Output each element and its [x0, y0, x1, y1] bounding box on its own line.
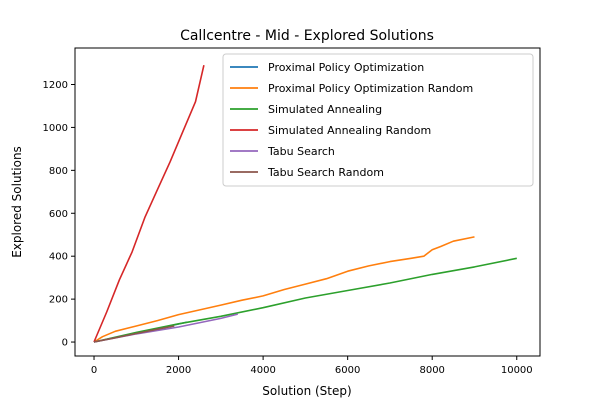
legend-box	[222, 53, 534, 187]
legend: Proximal Policy Optimization Proximal Pol…	[222, 53, 534, 187]
y-tick-label: 0	[62, 338, 68, 349]
y-tick-label: 1000	[43, 123, 68, 134]
y-tick-label: 1200	[43, 80, 68, 91]
plot-area	[93, 65, 517, 343]
legend-label: Simulated Annealing Random	[268, 124, 431, 137]
series-line-2	[93, 236, 475, 343]
series-line-6	[93, 325, 175, 343]
x-tick-label: 0	[91, 365, 97, 376]
x-tick-label: 6000	[335, 365, 360, 376]
series-line-3	[93, 257, 517, 343]
chart-title: Callcentre - Mid - Explored Solutions	[180, 28, 434, 44]
legend-label: Proximal Policy Optimization	[268, 61, 424, 74]
y-tick-label: 800	[49, 166, 68, 177]
legend-label: Proximal Policy Optimization Random	[268, 82, 473, 95]
legend-label: Simulated Annealing	[268, 103, 382, 116]
x-tick-label: 4000	[250, 365, 275, 376]
y-axis: 0 200 400 600 800 1000 1200	[43, 80, 75, 349]
series-line-4	[93, 65, 205, 343]
y-axis-label: Explored Solutions	[10, 146, 24, 258]
x-tick-label: 10000	[501, 365, 533, 376]
legend-label: Tabu Search	[267, 145, 335, 158]
x-axis: 0 2000 4000 6000 8000 10000	[91, 356, 533, 376]
y-tick-label: 400	[49, 252, 68, 263]
y-tick-label: 200	[49, 295, 68, 306]
x-axis-label: Solution (Step)	[262, 384, 351, 398]
y-tick-label: 600	[49, 209, 68, 220]
axes-frame	[74, 47, 541, 357]
x-tick-label: 2000	[166, 365, 191, 376]
legend-label: Tabu Search Random	[267, 166, 384, 179]
x-tick-label: 8000	[419, 365, 444, 376]
